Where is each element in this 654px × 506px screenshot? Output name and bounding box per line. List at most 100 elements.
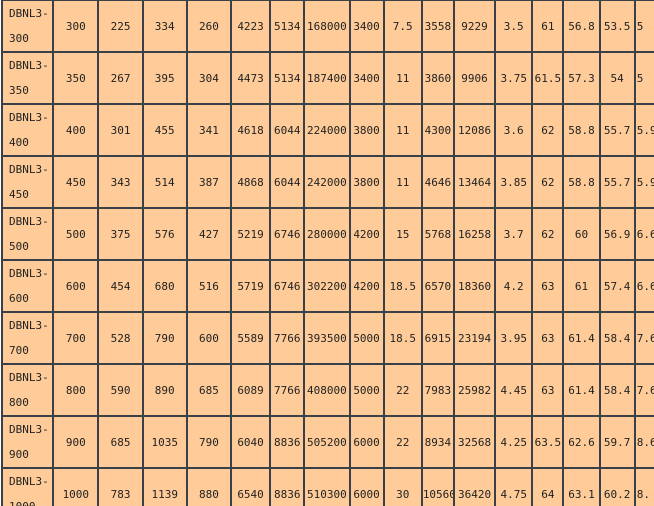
value-cell: 168000 (303, 0, 351, 53)
value-cell: 6044 (269, 155, 306, 209)
value-cell: 3800 (348, 103, 385, 157)
value-cell: 59.7 (598, 415, 636, 469)
value-cell: 5.9 (633, 155, 654, 209)
value-cell: 7983 (420, 363, 455, 417)
value-cell: 61.4 (562, 363, 601, 417)
value-cell: 8. (633, 467, 654, 506)
value-cell: 4.2 (494, 259, 534, 313)
value-cell: 4300 (420, 103, 455, 157)
model-size: 900 (9, 448, 29, 461)
value-cell: 5.9 (633, 103, 654, 157)
value-cell: 11 (382, 155, 423, 209)
value-cell: 408000 (303, 363, 351, 417)
table-row: DBNL3- 800 800 590 890 685 6089 7766 408000 5000 2… (0, 363, 654, 417)
value-cell: 60.2 (598, 467, 636, 506)
value-cell: 4223 (229, 0, 272, 53)
value-cell: 6746 (269, 207, 306, 261)
value-cell: 455 (141, 103, 188, 157)
table-row: DBNL3- 500 500 375 576 427 5219 6746 280000 4200 1… (0, 207, 654, 261)
value-cell: 395 (141, 51, 188, 105)
model-cell: DBNL3- 450 (0, 155, 55, 209)
value-cell: 7.6 (633, 363, 654, 417)
value-cell: 61.4 (562, 311, 601, 365)
value-cell: 57.4 (598, 259, 636, 313)
value-cell: 242000 (303, 155, 351, 209)
table-row: DBNL3- 900 900 685 1035 790 6040 8836 505200 6000… (0, 415, 654, 469)
value-cell: 6000 (348, 415, 385, 469)
value-cell: 55.7 (598, 103, 636, 157)
value-cell: 300 (52, 0, 100, 53)
value-cell: 7.5 (382, 0, 423, 53)
value-cell: 55.7 (598, 155, 636, 209)
model-size: 450 (9, 188, 29, 201)
value-cell: 510300 (303, 467, 351, 506)
value-cell: 63 (531, 259, 565, 313)
value-cell: 427 (185, 207, 232, 261)
value-cell: 4.25 (494, 415, 534, 469)
value-cell: 3.95 (494, 311, 534, 365)
value-cell: 11 (382, 51, 423, 105)
value-cell: 700 (52, 311, 100, 365)
value-cell: 790 (185, 415, 232, 469)
value-cell: 18.5 (382, 259, 423, 313)
value-cell: 62 (531, 155, 565, 209)
value-cell: 1000 (52, 467, 100, 506)
value-cell: 5000 (348, 311, 385, 365)
value-cell: 22 (382, 363, 423, 417)
value-cell: 6540 (229, 467, 272, 506)
value-cell: 280000 (303, 207, 351, 261)
model-size: 700 (9, 344, 29, 357)
value-cell: 13464 (452, 155, 497, 209)
value-cell: 301 (97, 103, 144, 157)
value-cell: 1035 (141, 415, 188, 469)
value-cell: 11 (382, 103, 423, 157)
value-cell: 63.5 (531, 415, 565, 469)
value-cell: 15 (382, 207, 423, 261)
value-cell: 4618 (229, 103, 272, 157)
value-cell: 267 (97, 51, 144, 105)
value-cell: 4200 (348, 259, 385, 313)
value-cell: 890 (141, 363, 188, 417)
value-cell: 600 (52, 259, 100, 313)
value-cell: 4.75 (494, 467, 534, 506)
value-cell: 60 (562, 207, 601, 261)
value-cell: 3400 (348, 51, 385, 105)
value-cell: 9229 (452, 0, 497, 53)
model-size: 400 (9, 136, 29, 149)
value-cell: 8836 (269, 467, 306, 506)
value-cell: 3558 (420, 0, 455, 53)
value-cell: 505200 (303, 415, 351, 469)
value-cell: 800 (52, 363, 100, 417)
value-cell: 1139 (141, 467, 188, 506)
value-cell: 64 (531, 467, 565, 506)
table-row: DBNL3- 350 350 267 395 304 4473 5134 187400 3400 1… (0, 51, 654, 105)
model-cell: DBNL3- 700 (0, 311, 55, 365)
value-cell: 32568 (452, 415, 497, 469)
value-cell: 454 (97, 259, 144, 313)
value-cell: 18.5 (382, 311, 423, 365)
value-cell: 400 (52, 103, 100, 157)
value-cell: 3.85 (494, 155, 534, 209)
value-cell: 6570 (420, 259, 455, 313)
value-cell: 62.6 (562, 415, 601, 469)
value-cell: 36420 (452, 467, 497, 506)
value-cell: 9906 (452, 51, 497, 105)
value-cell: 783 (97, 467, 144, 506)
value-cell: 22 (382, 415, 423, 469)
model-cell: DBNL3- 600 (0, 259, 55, 313)
value-cell: 7766 (269, 363, 306, 417)
value-cell: 58.4 (598, 311, 636, 365)
value-cell: 7.6 (633, 311, 654, 365)
value-cell: 600 (185, 311, 232, 365)
value-cell: 514 (141, 155, 188, 209)
value-cell: 8934 (420, 415, 455, 469)
value-cell: 375 (97, 207, 144, 261)
value-cell: 5219 (229, 207, 272, 261)
value-cell: 18360 (452, 259, 497, 313)
value-cell: 61 (562, 259, 601, 313)
model-prefix: DBNL3- (9, 319, 49, 332)
value-cell: 5 (633, 51, 654, 105)
model-cell: DBNL3- 900 (0, 415, 55, 469)
